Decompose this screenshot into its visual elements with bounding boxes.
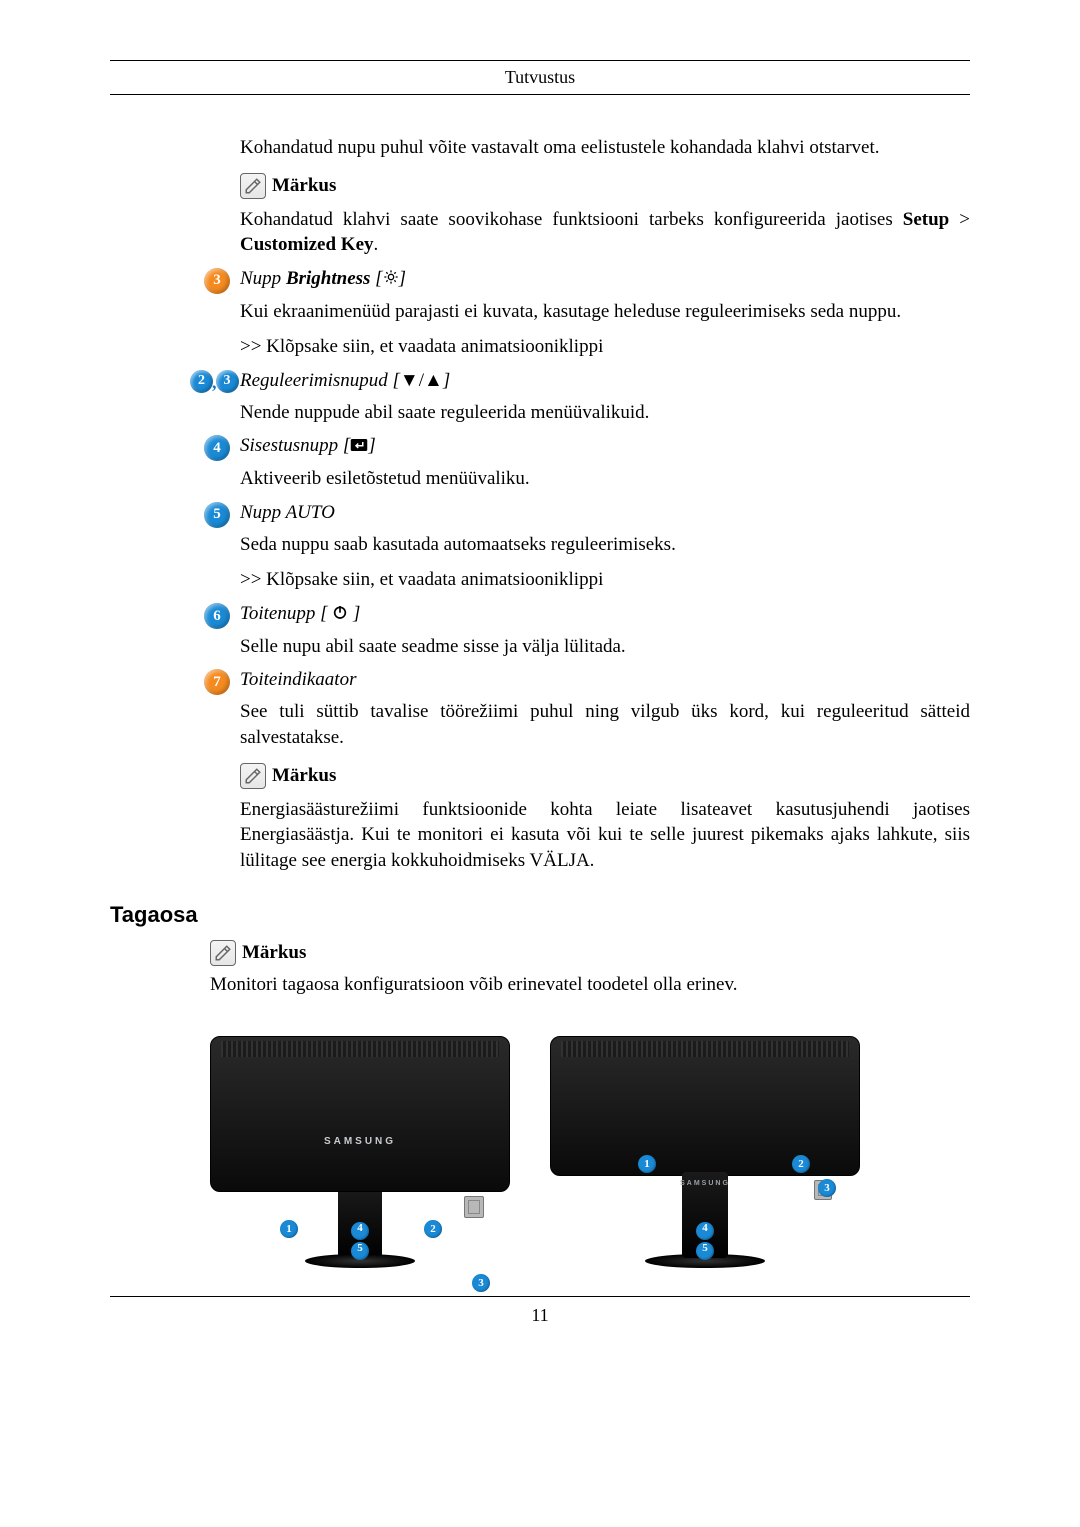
- page-number: 11: [110, 1305, 970, 1326]
- item-4-title: Sisestusnupp []: [240, 435, 970, 458]
- front-tag-2: 2: [424, 1219, 442, 1238]
- mini-badge: 2: [424, 1220, 442, 1238]
- item-23-title: Reguleerimisnupud [▼/▲]: [240, 370, 970, 392]
- item-7-p1: See tuli süttib tavalise töörežiimi puhu…: [240, 699, 970, 750]
- t3-suf: [: [370, 268, 382, 289]
- t6-c: ]: [348, 603, 360, 624]
- item-5: 5 Nupp AUTO Seda nuppu saab kasutada aut…: [204, 502, 970, 593]
- mini-badge: 4: [351, 1222, 369, 1240]
- mini-badge: 5: [696, 1242, 714, 1260]
- note-label: Märkus: [272, 175, 336, 197]
- note-icon: [240, 173, 266, 199]
- note-block-1: Märkus: [240, 173, 970, 199]
- t23-a: Reguleerimisnupud [: [240, 370, 400, 391]
- item-6-p1: Selle nupu abil saate seadme sisse ja vä…: [240, 634, 970, 660]
- brand-label: SAMSUNG: [324, 1136, 396, 1147]
- brightness-icon: [383, 269, 399, 291]
- item-4: 4 Sisestusnupp [] Aktiveerib esiletõstet…: [204, 435, 970, 491]
- item-5-p1: Seda nuppu saab kasutada automaatseks re…: [240, 532, 970, 558]
- t4-a: Sisestusnupp [: [240, 435, 350, 456]
- note-block-3: Märkus: [210, 940, 970, 966]
- note1-b: Setup: [903, 209, 949, 230]
- main-content: Kohandatud nupu puhul võite vastavalt om…: [240, 135, 970, 874]
- monitor-rear: 1 2 SAMSUNG 3 4 5: [550, 1036, 860, 1256]
- arrows-icon: ▼/▲: [400, 370, 443, 391]
- note1-a: Kohandatud klahvi saate soovikohase funk…: [240, 209, 903, 230]
- note-icon: [210, 940, 236, 966]
- note-block-2: Märkus: [240, 763, 970, 789]
- badge-4: 4: [204, 435, 230, 461]
- item-3-title: Nupp Brightness []: [240, 268, 970, 291]
- note1-text: Kohandatud klahvi saate soovikohase funk…: [240, 207, 970, 258]
- intro-paragraph: Kohandatud nupu puhul võite vastavalt om…: [240, 135, 970, 161]
- item-23-p1: Nende nuppude abil saate reguleerida men…: [240, 400, 970, 426]
- mini-badge: 4: [696, 1222, 714, 1240]
- item-7-note: Energiasäästurežiimi funktsioonide kohta…: [240, 797, 970, 874]
- item-3: 3 Nupp Brightness [] Kui ekraanimenüüd p…: [204, 268, 970, 360]
- vents: [221, 1041, 499, 1057]
- mini-badge: 3: [818, 1179, 836, 1197]
- t4-c: ]: [368, 435, 375, 456]
- top-rule: [110, 60, 970, 61]
- front-plate: [464, 1196, 484, 1218]
- item-4-p1: Aktiveerib esiletõstetud menüüvaliku.: [240, 466, 970, 492]
- note-icon: [240, 763, 266, 789]
- badge-23-b: 3: [216, 370, 239, 393]
- header-title: Tutvustus: [110, 67, 970, 88]
- item-23: 2 , 3 Reguleerimisnupud [▼/▲] Nende nupp…: [204, 370, 970, 426]
- brand-label-rear: SAMSUNG: [680, 1180, 730, 1187]
- t23-c: ]: [443, 370, 450, 391]
- note1-e: .: [374, 234, 379, 255]
- rear-tag-2: 2: [792, 1154, 810, 1173]
- item-6-title: Toitenupp [ ]: [240, 603, 970, 626]
- item-5-p2: >> Klõpsake siin, et vaadata animatsioon…: [240, 567, 970, 593]
- rear-tag-1: 1: [638, 1154, 656, 1173]
- item-3-p2: >> Klõpsake siin, et vaadata animatsioon…: [240, 334, 970, 360]
- badge-23: 2 , 3: [190, 370, 239, 393]
- enter-icon: [350, 436, 368, 458]
- mini-badge: 1: [280, 1220, 298, 1238]
- rear-tag-3: 3: [818, 1178, 836, 1197]
- t3-prefix: Nupp: [240, 268, 286, 289]
- monitor-rear-bezel: [550, 1036, 860, 1176]
- note-label: Märkus: [242, 942, 306, 964]
- rear-tag-45: 4 5: [696, 1222, 714, 1262]
- mini-badge: 5: [351, 1242, 369, 1260]
- badge-5: 5: [204, 502, 230, 528]
- t3-close: ]: [399, 268, 406, 289]
- front-tag-45: 4 5: [351, 1222, 369, 1262]
- badge-3: 3: [204, 268, 230, 294]
- rear-paragraph: Monitori tagaosa konfiguratsioon võib er…: [210, 974, 970, 996]
- t3-bold: Brightness: [286, 268, 370, 289]
- item-7: 7 Toiteindikaator See tuli süttib tavali…: [204, 669, 970, 873]
- vents: [561, 1041, 849, 1057]
- front-tag-3: 3: [472, 1273, 490, 1292]
- mini-badge: 3: [472, 1274, 490, 1292]
- note1-c: >: [949, 209, 970, 230]
- mini-badge: 1: [638, 1155, 656, 1173]
- badge-7: 7: [204, 669, 230, 695]
- monitor-front-bezel: SAMSUNG: [210, 1036, 510, 1192]
- section-heading: Tagaosa: [110, 902, 970, 928]
- item-5-title: Nupp AUTO: [240, 502, 970, 524]
- power-icon: [332, 604, 348, 626]
- badge-6: 6: [204, 603, 230, 629]
- front-tag-1: 1: [280, 1219, 298, 1238]
- badge-23-a: 2: [190, 370, 213, 393]
- mini-badge: 2: [792, 1155, 810, 1173]
- item-7-title: Toiteindikaator: [240, 669, 970, 691]
- bottom-rule: [110, 1296, 970, 1297]
- note1-d: Customized Key: [240, 234, 374, 255]
- note-label: Märkus: [272, 765, 336, 787]
- monitor-images: SAMSUNG 1 2 3 4 5 1 2 SAMSUNG 3 4 5: [210, 1036, 970, 1256]
- monitor-front: SAMSUNG 1 2 3 4 5: [210, 1036, 510, 1256]
- item-6: 6 Toitenupp [ ] Selle nupu abil saate se…: [204, 603, 970, 659]
- t6-a: Toitenupp [: [240, 603, 332, 624]
- rear-note-block: Märkus: [210, 940, 970, 966]
- header-rule: [110, 94, 970, 95]
- item-3-p1: Kui ekraanimenüüd parajasti ei kuvata, k…: [240, 299, 970, 325]
